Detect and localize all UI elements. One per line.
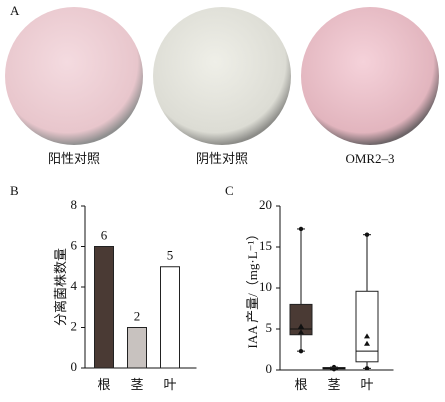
- bar: [94, 246, 114, 369]
- y-axis-label: IAA 产量/（mg·L⁻¹）: [245, 228, 260, 349]
- bar: [160, 266, 180, 369]
- y-tick-label: 15: [259, 238, 272, 253]
- plate: [5, 7, 143, 145]
- plate-label: OMR2–3: [345, 151, 394, 166]
- y-axis-label: 分离菌株数量: [53, 248, 68, 326]
- whisker-end: [364, 366, 370, 371]
- y-tick-label: 2: [71, 318, 78, 333]
- box: [355, 290, 379, 363]
- value-label: 5: [167, 248, 174, 263]
- value-label: 2: [134, 308, 141, 323]
- x-tick-label: 茎: [130, 377, 143, 392]
- whisker-end: [298, 348, 304, 354]
- whisker-end: [298, 226, 304, 232]
- y-tick-label: 20: [259, 197, 272, 212]
- data-point: [364, 333, 370, 339]
- data-point: [364, 340, 370, 346]
- value-label: 6: [101, 227, 108, 242]
- bar: [127, 327, 147, 369]
- y-tick-label: 8: [71, 197, 78, 212]
- x-tick-label: 根: [97, 377, 110, 392]
- data-point: [298, 323, 304, 329]
- box: [289, 303, 313, 336]
- plate-label: 阳性对照: [48, 151, 100, 166]
- y-tick-label: 5: [266, 320, 273, 335]
- data-point: [298, 329, 304, 335]
- y-tick-label: 4: [71, 278, 78, 293]
- x-tick-label: 根: [294, 377, 307, 392]
- whisker-end: [364, 232, 370, 237]
- plate: [153, 7, 291, 145]
- plate: [301, 7, 439, 145]
- y-tick-label: 0: [71, 359, 78, 374]
- panel-label: C: [225, 183, 234, 198]
- y-tick-label: 6: [71, 237, 78, 252]
- y-tick-label: 10: [259, 279, 272, 294]
- panel-label: A: [10, 3, 20, 18]
- x-tick-label: 叶: [360, 377, 373, 392]
- x-tick-label: 茎: [327, 377, 340, 392]
- plate-label: 阴性对照: [196, 151, 248, 166]
- x-tick-label: 叶: [163, 377, 176, 392]
- y-tick-label: 0: [266, 361, 273, 376]
- panel-label: B: [10, 183, 19, 198]
